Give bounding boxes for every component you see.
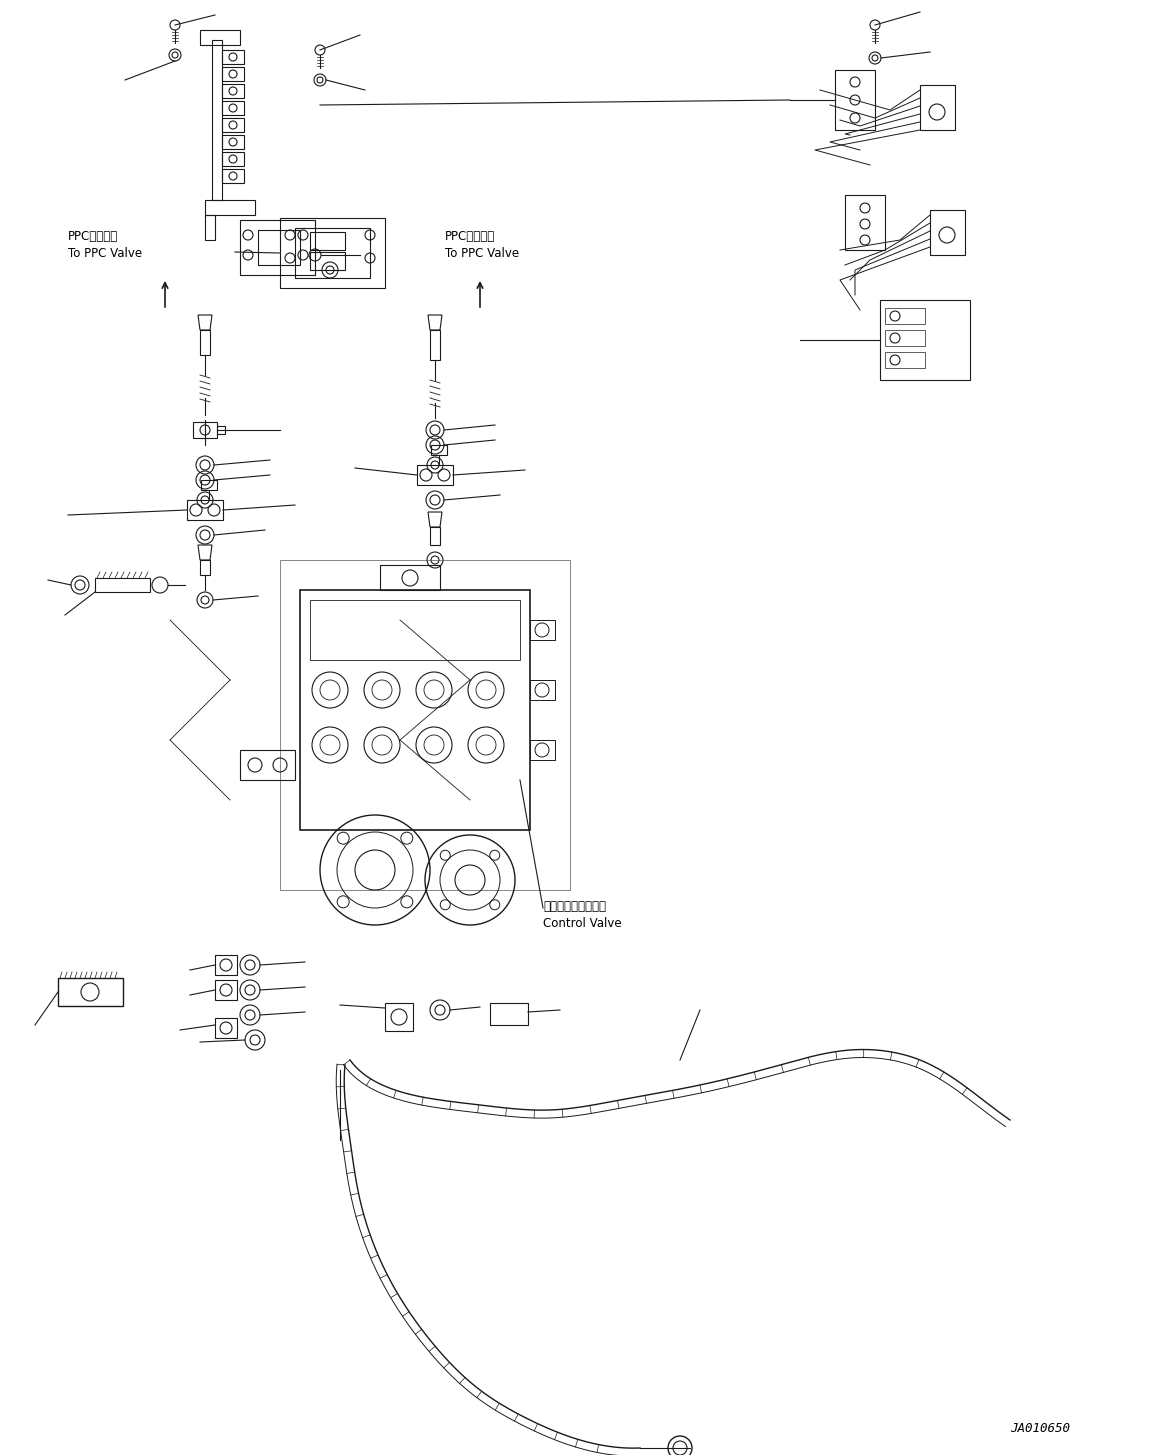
Bar [530, 741, 555, 760]
Bar [310, 231, 345, 250]
Bar [222, 118, 244, 132]
Bar [215, 954, 237, 975]
Bar [240, 220, 315, 275]
Bar [280, 560, 570, 890]
Bar [58, 978, 123, 1005]
Bar [200, 560, 210, 575]
Bar [490, 1002, 528, 1024]
Bar [885, 330, 925, 346]
Bar [217, 426, 225, 434]
Bar [222, 84, 244, 97]
Bar [430, 330, 440, 359]
Bar [530, 679, 555, 700]
Bar [300, 589, 530, 829]
Bar [919, 84, 955, 129]
Bar [222, 49, 244, 64]
Bar [310, 599, 520, 661]
Text: PPCバルブへ
To PPC Valve: PPCバルブへ To PPC Valve [445, 230, 519, 260]
Bar [835, 70, 875, 129]
Bar [193, 422, 217, 438]
Bar [880, 300, 970, 380]
Bar [258, 230, 300, 265]
Bar [200, 31, 240, 45]
Bar [431, 445, 447, 455]
Bar [215, 981, 237, 1000]
Text: PPCバルブへ
To PPC Valve: PPCバルブへ To PPC Valve [68, 230, 142, 260]
Bar [212, 39, 222, 199]
Bar [222, 67, 244, 81]
Bar [95, 578, 151, 592]
Bar [530, 620, 555, 640]
Bar [205, 215, 215, 240]
Bar [380, 565, 440, 589]
Bar [295, 228, 371, 278]
Bar [200, 330, 210, 355]
Bar [885, 352, 925, 368]
Bar [930, 210, 965, 255]
Bar [845, 195, 885, 250]
Bar [222, 135, 244, 148]
Bar [430, 527, 440, 546]
Bar [222, 151, 244, 166]
Bar [240, 749, 295, 780]
Bar [222, 169, 244, 183]
Bar [384, 1002, 413, 1032]
Text: コントロールバルブ
Control Valve: コントロールバルブ Control Valve [543, 901, 622, 930]
Bar [885, 308, 925, 324]
Bar [280, 218, 384, 288]
Bar [186, 501, 223, 519]
Bar [222, 100, 244, 115]
Bar [201, 480, 217, 490]
Bar [417, 466, 453, 485]
Bar [310, 252, 345, 271]
Bar [205, 199, 255, 215]
Text: JA010650: JA010650 [1010, 1422, 1070, 1435]
Bar [215, 1018, 237, 1037]
